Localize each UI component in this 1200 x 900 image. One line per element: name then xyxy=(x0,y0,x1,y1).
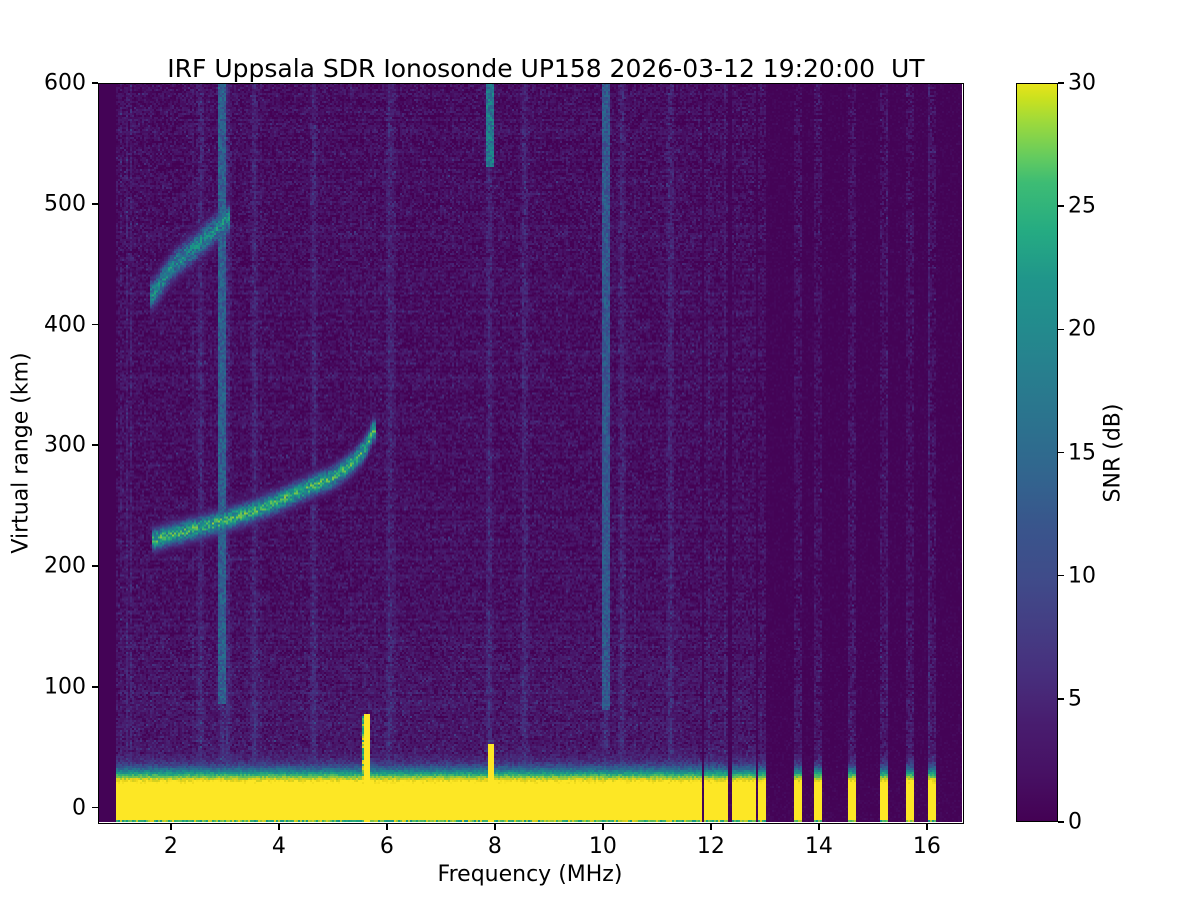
y-tick-label: 200 xyxy=(44,553,86,579)
colorbar-tick-label: 5 xyxy=(1068,686,1082,712)
x-tick-label: 6 xyxy=(379,834,394,859)
y-tick-label: 600 xyxy=(44,70,86,96)
x-tick-label: 4 xyxy=(271,834,286,859)
colorbar-ticks: 0 5 10 15 20 25 30 xyxy=(1058,71,1118,835)
x-tick-mark xyxy=(818,823,820,830)
ionogram-plot-area xyxy=(98,83,962,822)
y-tick-mark xyxy=(92,444,98,447)
x-axis-label: Frequency (MHz) xyxy=(98,862,962,887)
y-tick-mark xyxy=(92,202,98,205)
colorbar-tick-mark xyxy=(1058,821,1064,823)
colorbar-tick-label: 10 xyxy=(1068,563,1096,589)
x-tick-mark xyxy=(602,823,604,830)
y-tick-label: 400 xyxy=(44,312,86,337)
y-tick-label: 500 xyxy=(44,191,86,217)
x-tick-label: 2 xyxy=(163,834,178,859)
y-tick-mark xyxy=(92,323,98,326)
colorbar-tick-label: 25 xyxy=(1068,193,1096,219)
title-line-1: IRF Uppsala SDR Ionosonde UP158 2026-03-… xyxy=(167,54,925,83)
x-tick-mark xyxy=(710,823,712,830)
colorbar-tick-label: 30 xyxy=(1068,70,1096,96)
colorbar-tick-mark xyxy=(1058,205,1064,207)
y-tick-mark xyxy=(92,82,98,84)
colorbar-tick-mark xyxy=(1058,698,1064,700)
x-tick-mark xyxy=(170,823,172,830)
x-tick-label: 14 xyxy=(804,834,833,859)
x-tick-label: 12 xyxy=(696,834,725,859)
x-tick-mark xyxy=(386,823,388,830)
x-tick-label: 16 xyxy=(912,834,941,859)
y-tick-label: 0 xyxy=(72,795,86,820)
colorbar-tick-label: 0 xyxy=(1068,809,1082,835)
colorbar-tick-label: 20 xyxy=(1068,316,1096,342)
colorbar xyxy=(1016,83,1058,822)
y-tick-mark xyxy=(92,806,98,809)
colorbar-tick-mark xyxy=(1058,574,1064,577)
y-tick-mark xyxy=(92,565,98,567)
y-tick-label: 300 xyxy=(44,432,86,458)
colorbar-label-text: SNR (dB) xyxy=(1100,403,1126,502)
y-tick-mark xyxy=(92,685,98,688)
ionogram-heatmap xyxy=(98,83,962,822)
y-axis-label-text: Virtual range (km) xyxy=(8,351,34,554)
x-tick-mark xyxy=(494,823,496,830)
colorbar-tick-mark xyxy=(1058,328,1064,331)
x-tick-label: 8 xyxy=(487,834,502,859)
x-tick-mark xyxy=(926,823,928,830)
x-axis-label-text: Frequency (MHz) xyxy=(437,862,623,887)
colorbar-label: SNR (dB) xyxy=(1098,83,1128,822)
colorbar-tick-mark xyxy=(1058,451,1064,454)
y-axis-label: Virtual range (km) xyxy=(6,83,36,822)
y-tick-label: 100 xyxy=(44,674,86,700)
colorbar-tick-label: 15 xyxy=(1068,440,1096,465)
colorbar-tick-mark xyxy=(1058,82,1064,84)
x-tick-label: 10 xyxy=(588,834,617,859)
x-tick-mark xyxy=(278,823,280,830)
